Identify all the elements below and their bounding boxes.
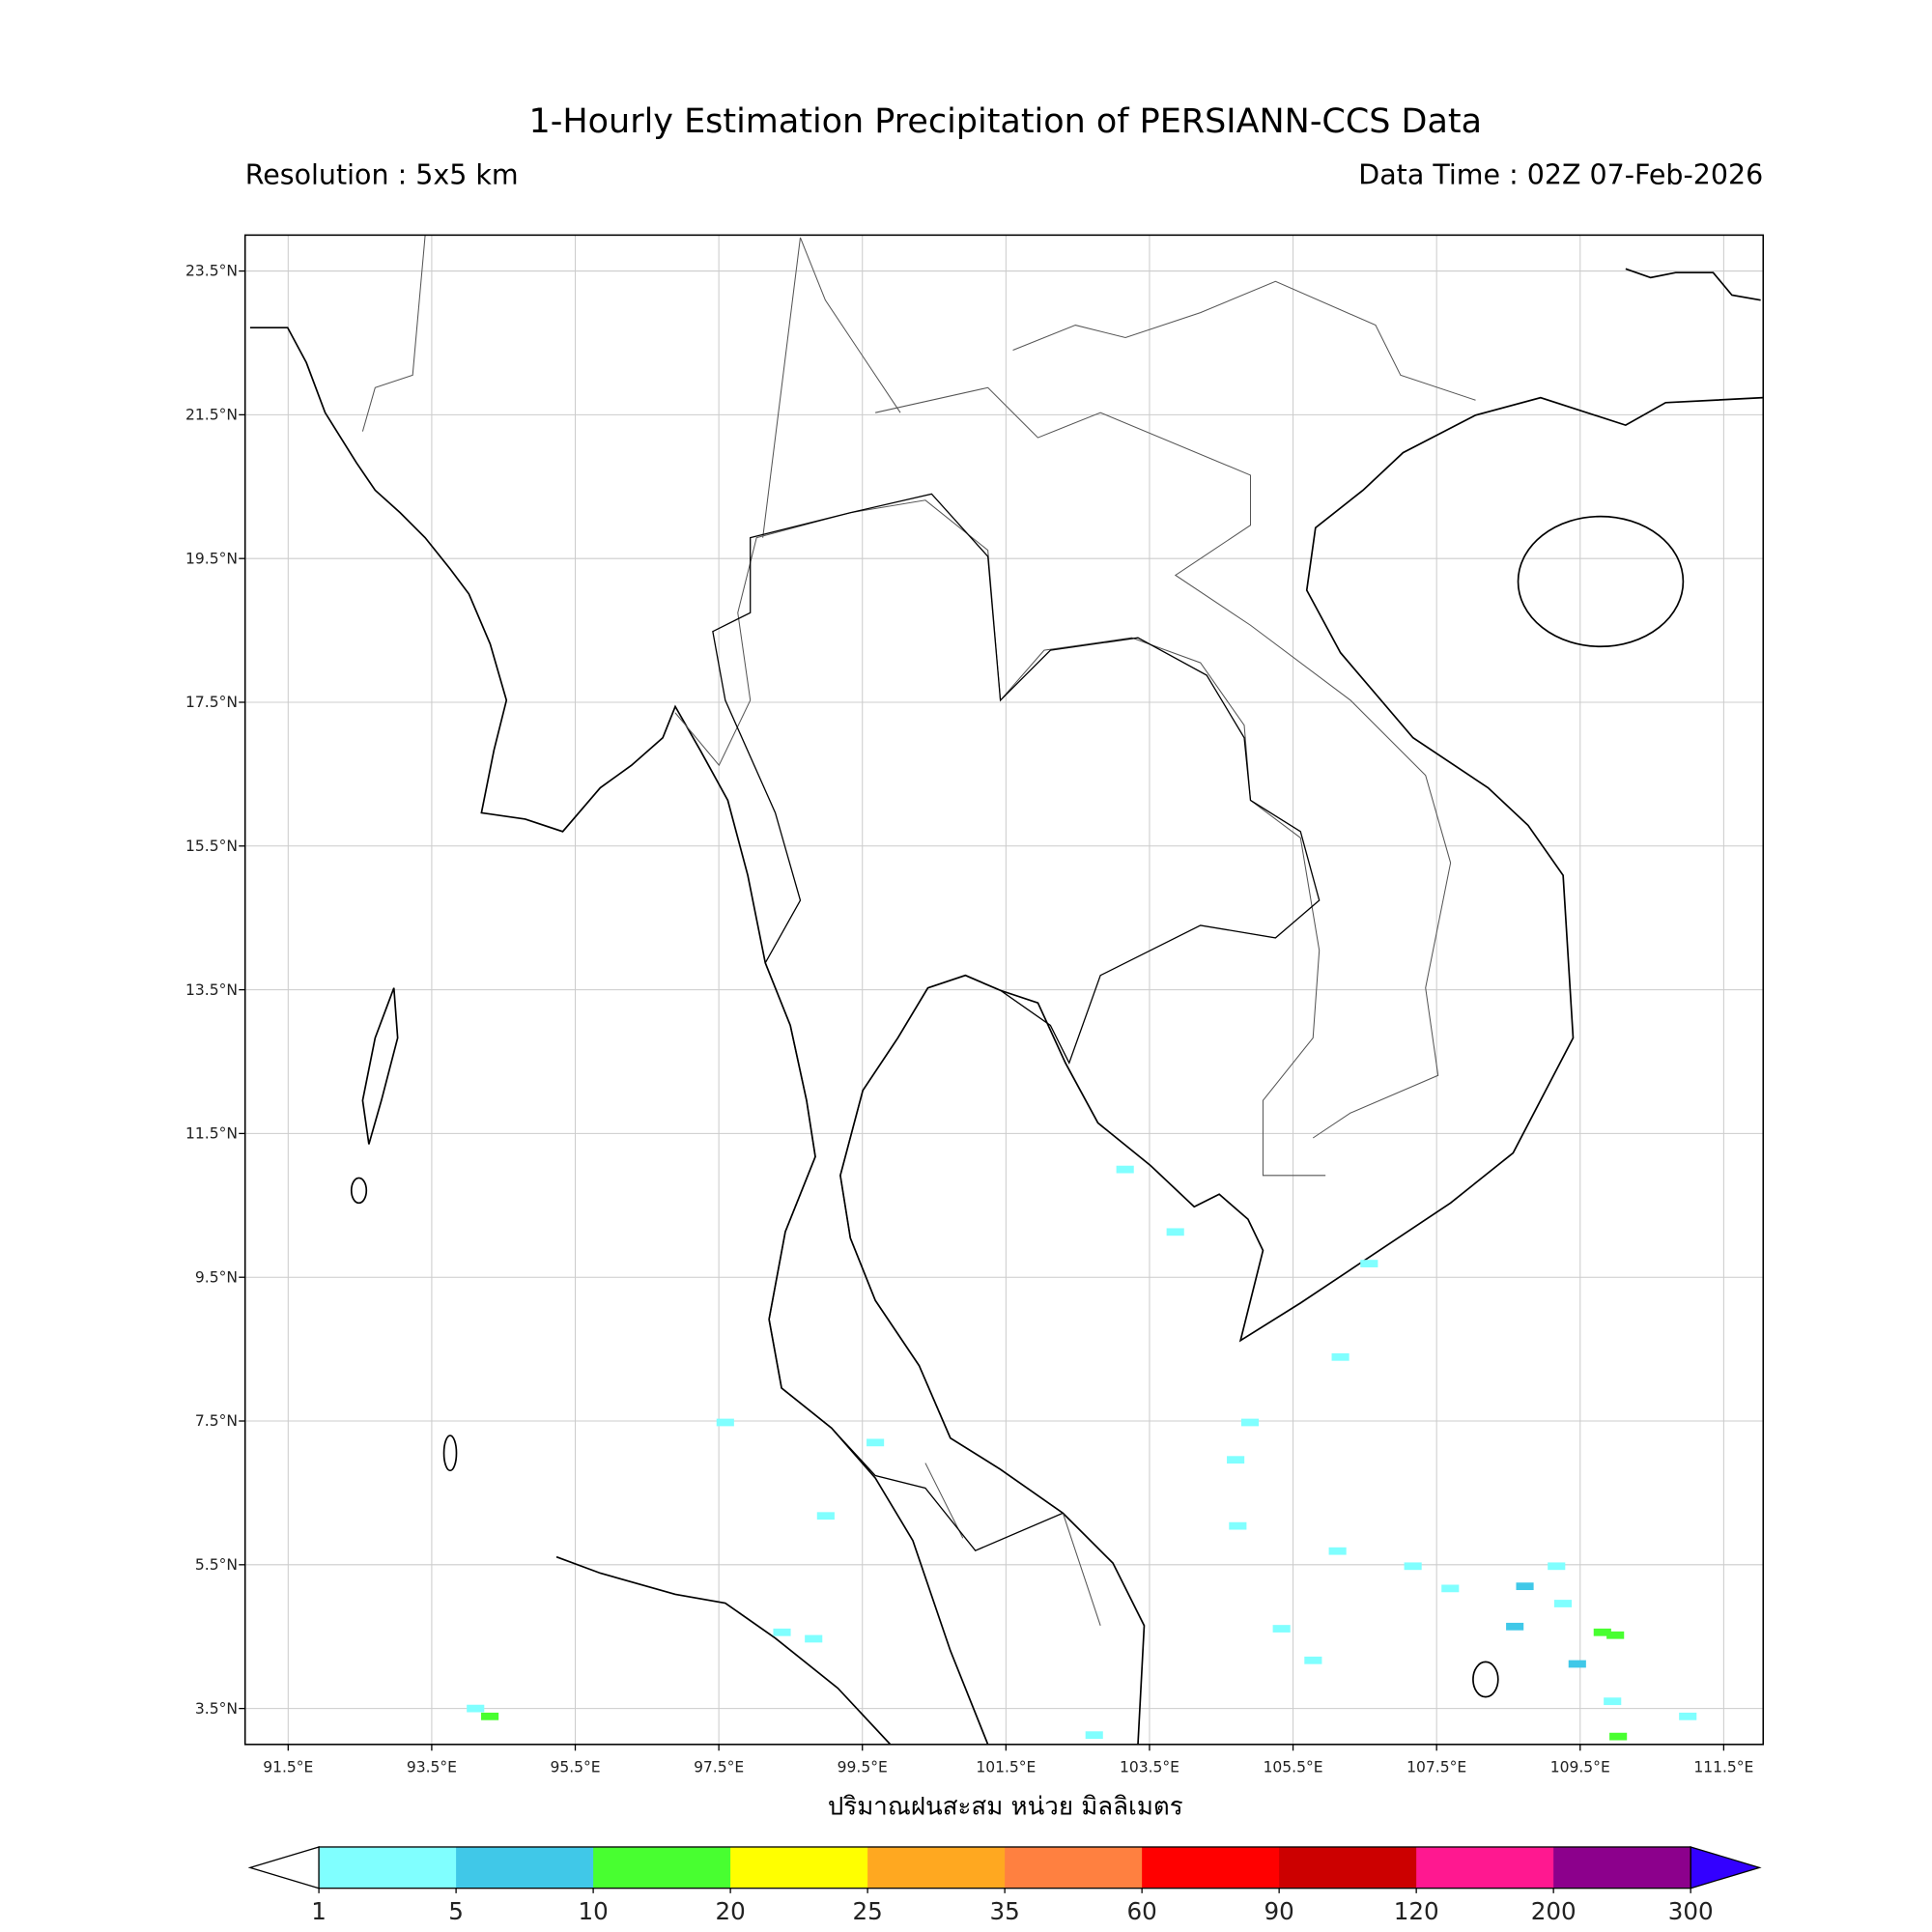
colorbar: 1 5 10 20 25 35 60 90 120 200 300 — [247, 1846, 1762, 1925]
colorbar-bin — [319, 1846, 457, 1889]
island — [1472, 1661, 1499, 1698]
borneo-coastline — [1625, 268, 1761, 301]
colorbar-tick-label: 300 — [1668, 1897, 1714, 1925]
lat-tick-label: 13.5°N — [185, 981, 238, 999]
axis-ticks: 91.5°E 93.5°E 95.5°E 97.5°E 99.5°E 101.5°E 103… — [185, 263, 1753, 1776]
colorbar-tick-label: 5 — [448, 1897, 464, 1925]
rain-cell — [1568, 1660, 1586, 1668]
colorbar-bin — [1416, 1846, 1554, 1889]
rain-cell — [1227, 1456, 1245, 1464]
colorbar-tick-label: 25 — [852, 1897, 882, 1925]
rain-cell — [867, 1438, 885, 1447]
rain-cell — [773, 1628, 791, 1636]
lat-tick-label: 19.5°N — [185, 550, 238, 567]
rain-cell — [1609, 1732, 1628, 1741]
rain-cell — [1166, 1228, 1184, 1236]
rain-cell — [1116, 1165, 1134, 1174]
lon-tick-label: 99.5°E — [838, 1758, 888, 1776]
lon-tick-label: 107.5°E — [1406, 1758, 1466, 1776]
colorbar-tick-label: 90 — [1264, 1897, 1294, 1925]
rain-cell — [1506, 1622, 1524, 1631]
rain-cell — [1272, 1625, 1291, 1633]
island — [350, 1177, 368, 1205]
rain-cell — [1229, 1521, 1247, 1530]
rain-cell — [1331, 1352, 1350, 1361]
rain-cell — [1606, 1631, 1625, 1639]
rain-cell — [816, 1512, 835, 1520]
rain-cell — [1548, 1562, 1566, 1571]
colorbar-tick-label: 10 — [578, 1897, 608, 1925]
rain-cell — [1553, 1600, 1572, 1607]
colorbar-bin — [730, 1846, 868, 1889]
lon-tick-label: 97.5°E — [694, 1758, 744, 1776]
lon-tick-label: 111.5°E — [1693, 1758, 1753, 1776]
rain-cell — [1085, 1731, 1103, 1740]
lon-tick-label: 105.5°E — [1264, 1758, 1323, 1776]
lat-tick-label: 21.5°N — [185, 407, 238, 424]
rain-cell — [716, 1418, 734, 1427]
lat-tick-label: 17.5°N — [185, 694, 238, 711]
lon-tick-label: 103.5°E — [1120, 1758, 1179, 1776]
data-time-label: Data Time : 02Z 07-Feb-2026 — [1358, 159, 1764, 192]
resolution-label: Resolution : 5x5 km — [244, 159, 519, 192]
graticule — [244, 235, 1764, 1745]
colorbar-tick-label: 200 — [1531, 1897, 1577, 1925]
chart-title: 1-Hourly Estimation Precipitation of PER… — [528, 102, 1483, 142]
island — [442, 1435, 458, 1472]
lon-tick-label: 109.5°E — [1550, 1758, 1610, 1776]
colorbar-tick-label: 20 — [715, 1897, 745, 1925]
lat-tick-label: 5.5°N — [195, 1556, 238, 1574]
rain-cell — [1240, 1418, 1260, 1427]
lat-tick-label: 3.5°N — [195, 1700, 238, 1718]
lon-tick-label: 93.5°E — [407, 1758, 457, 1776]
colorbar-bin — [1005, 1846, 1143, 1889]
colorbar-bin — [593, 1846, 731, 1889]
country-borders — [361, 235, 1476, 1627]
rain-cell — [1593, 1628, 1611, 1636]
thailand-outline — [712, 493, 1321, 1551]
colorbar-bin — [456, 1846, 594, 1889]
lat-tick-label: 23.5°N — [185, 263, 238, 280]
rain-cell — [805, 1634, 823, 1643]
rain-cell — [1360, 1260, 1378, 1267]
colorbar-bin — [1279, 1846, 1417, 1889]
colorbar-bin — [867, 1846, 1006, 1889]
lat-tick-label: 9.5°N — [195, 1268, 238, 1286]
colorbar-bin — [1553, 1846, 1691, 1889]
lat-tick-label: 7.5°N — [195, 1412, 238, 1430]
rain-cells — [467, 1165, 1697, 1741]
colorbar-tick-label: 120 — [1394, 1897, 1439, 1925]
rain-cell — [467, 1704, 485, 1713]
sumatra-coastline — [555, 1555, 892, 1745]
colorbar-tick-label: 60 — [1126, 1897, 1156, 1925]
colorbar-bin — [1142, 1846, 1280, 1889]
rain-cell — [1679, 1712, 1697, 1720]
lon-tick-label: 95.5°E — [550, 1758, 600, 1776]
rain-cell — [1516, 1582, 1534, 1591]
rain-cell — [1328, 1547, 1347, 1555]
lat-tick-label: 15.5°N — [185, 838, 238, 855]
lon-tick-label: 101.5°E — [976, 1758, 1036, 1776]
colorbar-over-arrow — [1690, 1846, 1762, 1889]
coastlines — [249, 268, 1764, 1745]
rain-cell — [1441, 1584, 1460, 1593]
lat-tick-label: 11.5°N — [185, 1125, 238, 1143]
rain-cell — [1604, 1697, 1622, 1706]
andaman-islands — [361, 987, 399, 1145]
colorbar-label: ปริมาณฝนสะสม หน่วย มิลลิเมตร — [827, 1790, 1183, 1821]
rain-cell — [481, 1712, 499, 1720]
lon-tick-label: 91.5°E — [263, 1758, 313, 1776]
colorbar-tick-label: 35 — [989, 1897, 1019, 1925]
hainan-coastline — [1517, 515, 1685, 648]
rain-cell — [1304, 1656, 1322, 1664]
colorbar-tick-label: 1 — [311, 1897, 327, 1925]
rain-cell — [1404, 1562, 1422, 1571]
colorbar-under-arrow — [247, 1846, 320, 1889]
